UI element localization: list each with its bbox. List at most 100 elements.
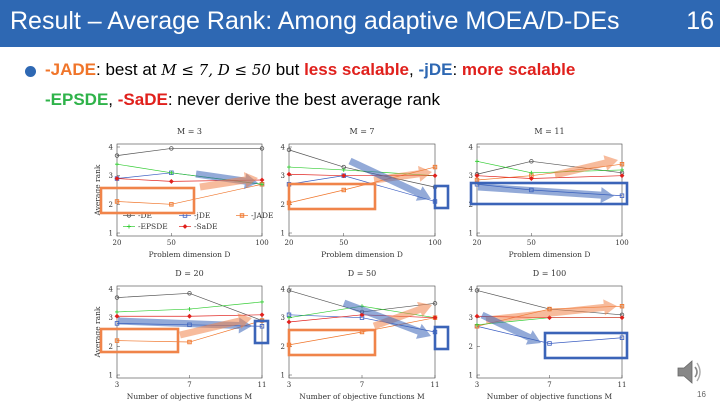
highlight-box-orange: [287, 182, 377, 211]
x-tick-label: 20: [113, 239, 122, 247]
chart-panel-1: M = 3 1 2 3 4 20 50 100 Problem dimension D Avera…: [93, 127, 269, 259]
data-point: [619, 315, 625, 321]
data-point: [529, 159, 534, 164]
data-point: [286, 288, 292, 293]
data-point: [341, 187, 346, 193]
x-tick-label: 11: [618, 381, 627, 389]
y-tick-label: 1: [469, 230, 473, 238]
x-tick-label: 11: [258, 381, 267, 389]
data-point: [259, 312, 265, 318]
data-point: [619, 335, 625, 340]
jde-label: -jDE: [418, 60, 453, 79]
x-axis-label: Number of objective functions M: [127, 392, 253, 401]
series-line: [116, 148, 262, 156]
trend-arrow-orange: [179, 313, 252, 339]
y-tick-label: 4: [109, 144, 114, 152]
x-tick-label: 7: [187, 381, 191, 389]
data-point: [619, 161, 625, 167]
y-tick-label: 1: [109, 372, 113, 380]
data-point: [620, 167, 624, 172]
data-point: [260, 299, 264, 304]
data-point: [259, 177, 265, 183]
data-point: [114, 295, 120, 300]
legend-label: -JADE: [251, 211, 273, 220]
panel-title: M = 3: [177, 127, 202, 136]
text-but: but: [270, 60, 305, 79]
data-point: [341, 167, 346, 172]
highlight-annotations: [99, 155, 629, 360]
series-line: [116, 292, 263, 321]
more-scalable-text: more scalable: [461, 60, 576, 79]
x-tick-label: 100: [428, 239, 441, 247]
data-point: [114, 199, 120, 204]
data-point: [432, 315, 438, 321]
data-point: [187, 313, 192, 319]
x-axis-label: Number of objective functions M: [299, 392, 425, 401]
y-tick-label: 1: [281, 372, 285, 380]
bullet-icon: [25, 66, 36, 77]
y-tick-label: 3: [469, 172, 473, 180]
y-tick-label: 4: [469, 286, 474, 294]
plot-frame: [476, 143, 623, 237]
data-point: [114, 153, 120, 158]
series-line: [288, 317, 436, 346]
data-point: [474, 288, 480, 293]
panel-title: D = 100: [533, 269, 566, 278]
legend-label: -jDE: [194, 211, 210, 220]
data-point: [619, 173, 625, 179]
series-line: [116, 183, 263, 205]
data-point: [475, 159, 479, 164]
panel-title: D = 50: [348, 269, 376, 278]
y-tick-label: 3: [109, 172, 113, 180]
x-tick-label: 3: [287, 381, 291, 389]
panel-title: D = 20: [175, 269, 203, 278]
y-tick-label: 2: [469, 343, 473, 351]
y-tick-label: 1: [281, 230, 285, 238]
trend-arrow-orange: [199, 172, 258, 191]
y-tick-label: 3: [469, 314, 473, 322]
data-point: [168, 178, 174, 184]
x-axis-label: Number of objective functions M: [487, 392, 613, 401]
title-bar: Result – Average Rank: Among adaptive MO…: [0, 0, 720, 47]
data-point: [169, 170, 174, 175]
highlight-box-orange: [99, 186, 196, 215]
data-point: [169, 146, 174, 151]
trend-arrow-orange: [554, 155, 618, 179]
x-tick-label: 50: [167, 239, 176, 247]
chart-panel-5: D = 50 1 2 3 4 3 7 11 Number of objective functi…: [281, 269, 440, 401]
data-point: [286, 171, 292, 177]
y-tick-label: 3: [281, 172, 285, 180]
text-best-at: : best at: [96, 60, 162, 79]
x-tick-label: 11: [431, 381, 440, 389]
data-point: [619, 193, 625, 198]
panel-title: M = 11: [534, 127, 564, 136]
chart-panel-6: D = 100 1 2 3 4 3 7 11 Number of objective funct…: [469, 269, 627, 401]
data-point: [286, 147, 292, 153]
less-scalable-text: less scalable: [304, 60, 409, 79]
math-condition: M ≤ 7, D ≤ 50: [161, 61, 271, 79]
data-point: [547, 341, 552, 346]
legend-marker: [239, 213, 245, 218]
data-point: [474, 173, 480, 179]
data-point: [114, 176, 120, 181]
x-tick-label: 20: [285, 239, 294, 247]
data-point: [114, 313, 120, 319]
data-point: [341, 173, 347, 179]
data-point: [114, 338, 120, 343]
trend-arrow-blue: [342, 299, 431, 339]
legend-marker: [182, 224, 188, 229]
text-colon: :: [452, 60, 462, 79]
y-axis-label: Average rank: [93, 164, 102, 216]
x-axis-label: Problem dimension D: [321, 250, 403, 259]
data-point: [432, 164, 438, 170]
chart-panel-4: D = 20 1 2 3 4 3 7 11 Number of objective functi…: [93, 269, 266, 401]
highlight-box-orange: [287, 328, 377, 357]
x-tick-label: 100: [615, 239, 628, 247]
y-tick-label: 2: [281, 201, 285, 209]
legend-label: -EPSDE: [138, 222, 168, 231]
bullet-line-2: -EPSDE, -SaDE: never derive the best ave…: [45, 90, 440, 110]
y-tick-label: 3: [109, 314, 113, 322]
speaker-icon[interactable]: [676, 358, 702, 386]
y-tick-label: 3: [281, 314, 285, 322]
